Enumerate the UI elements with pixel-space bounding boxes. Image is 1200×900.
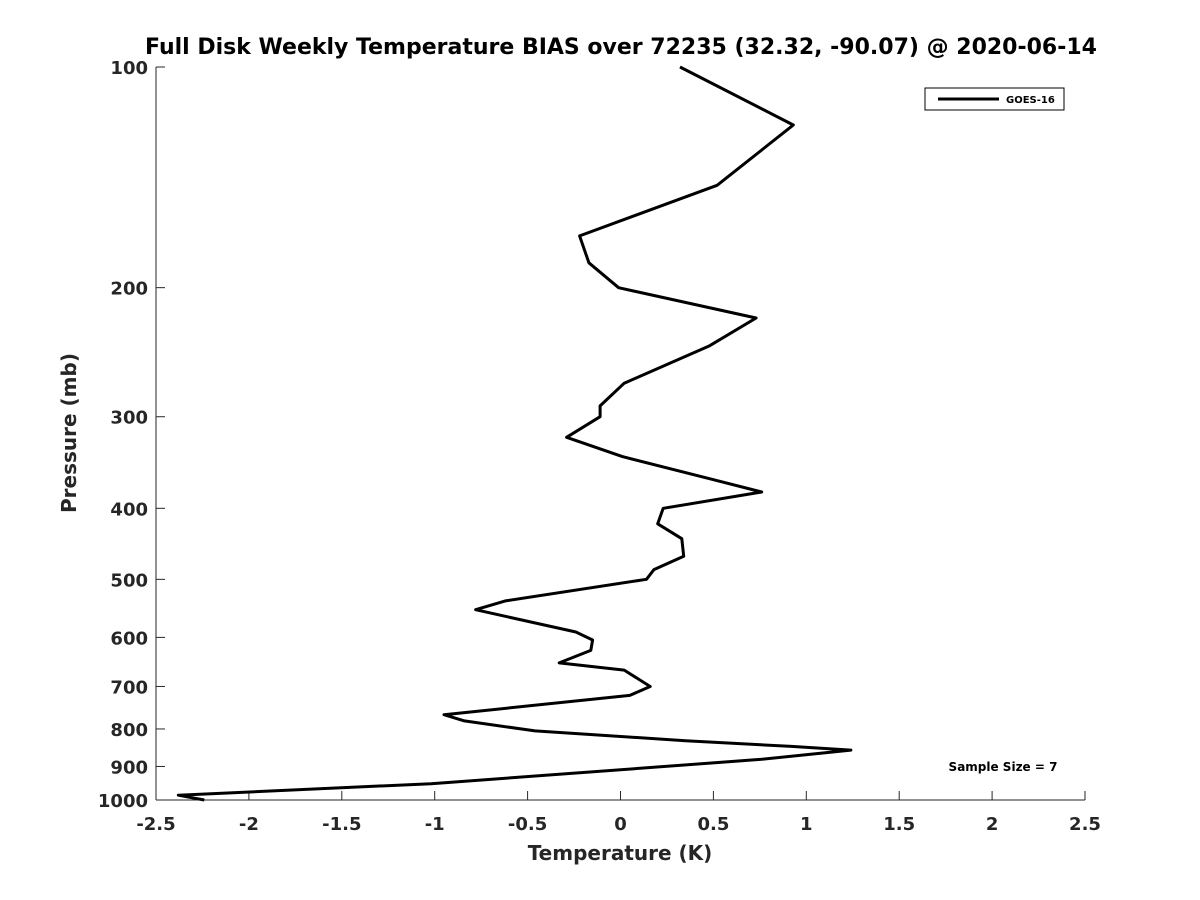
x-tick-label: 2 <box>986 814 999 835</box>
series-layer <box>176 65 853 802</box>
legend-entry-goes16: GOES-16 <box>1006 95 1055 106</box>
y-tick-label: 1000 <box>98 791 148 812</box>
series-line-goes16 <box>176 65 853 802</box>
x-tick-label: -0.5 <box>508 814 547 835</box>
y-tick-label: 700 <box>110 677 148 698</box>
legend: GOES-16 <box>924 87 1065 111</box>
y-tick-label: 500 <box>110 570 148 591</box>
x-tick-label: 0.5 <box>697 814 729 835</box>
x-tick-label: 0 <box>614 814 627 835</box>
x-tick-label: 1.5 <box>883 814 915 835</box>
x-tick-label: 2.5 <box>1069 814 1101 835</box>
x-axis-ticks: -2.5 -2 -1.5 -1 -0.5 0 0.5 1 1.5 2 2.5 <box>136 791 1101 835</box>
x-tick-label: -2.5 <box>136 814 175 835</box>
plot-area: -2.5 -2 -1.5 -1 -0.5 0 0.5 1 1.5 2 2.5 100 200 300 40… <box>98 58 1101 835</box>
y-tick-label: 100 <box>110 58 148 79</box>
y-tick-label: 800 <box>110 720 148 741</box>
y-tick-label: 900 <box>110 757 148 778</box>
y-axis-label: Pressure (mb) <box>57 353 81 513</box>
y-tick-label: 200 <box>110 279 148 300</box>
y-tick-label: 600 <box>110 628 148 649</box>
x-tick-label: -2 <box>239 814 259 835</box>
x-tick-label: -1.5 <box>322 814 361 835</box>
sample-size-annotation: Sample Size = 7 <box>949 760 1058 774</box>
y-tick-label: 400 <box>110 499 148 520</box>
y-tick-label: 300 <box>110 408 148 429</box>
x-tick-label: 1 <box>800 814 813 835</box>
x-axis-label: Temperature (K) <box>528 841 713 865</box>
y-axis-ticks: 100 200 300 400 500 600 700 800 900 1000 <box>98 58 165 812</box>
chart-title: Full Disk Weekly Temperature BIAS over 7… <box>145 35 1097 60</box>
x-tick-label: -1 <box>425 814 445 835</box>
